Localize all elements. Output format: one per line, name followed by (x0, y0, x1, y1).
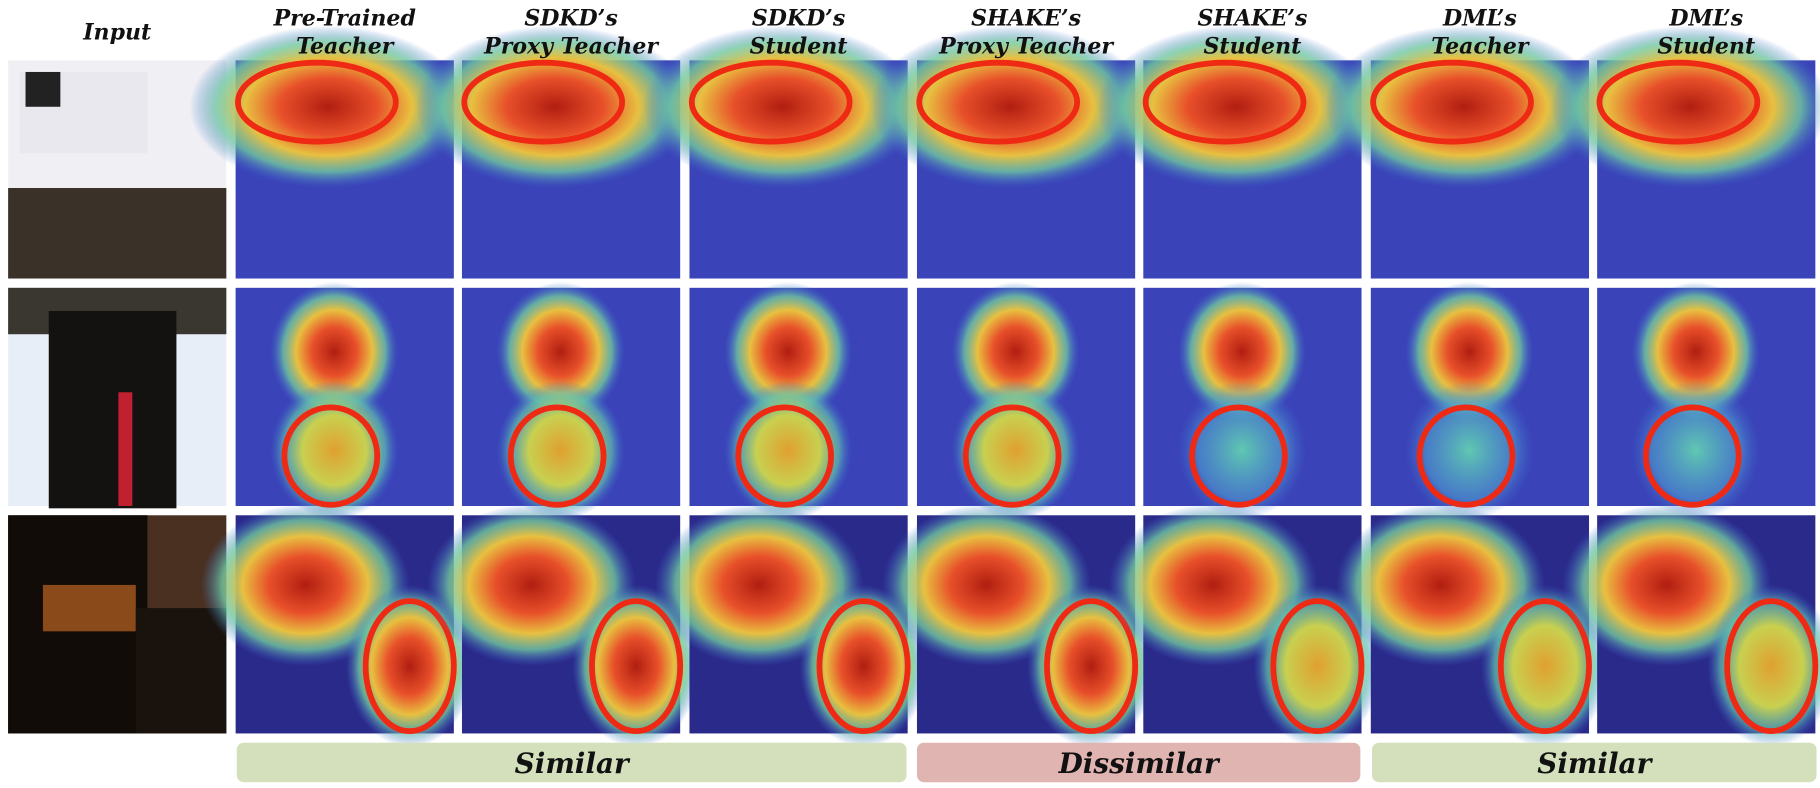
highlight-circle (735, 404, 834, 508)
heat-spot (1550, 25, 1820, 188)
input-photo (48, 311, 177, 509)
highlight-circle (1142, 59, 1307, 145)
column-header: Student (1204, 33, 1302, 59)
heat-spot (1178, 282, 1306, 422)
highlight-circle (1270, 598, 1365, 735)
input-photo (135, 608, 227, 734)
heat-spot (643, 25, 922, 189)
group-bar (236, 742, 907, 783)
column-header: DML’s (1442, 6, 1517, 32)
heat-spot (1405, 282, 1534, 422)
heat-spot (870, 25, 1150, 189)
group-label: Similar (1537, 747, 1653, 780)
column-header: Student (750, 33, 848, 59)
highlight-circle (1724, 598, 1819, 735)
heat-spot (1324, 25, 1603, 189)
input-photo (118, 392, 133, 506)
highlight-circle (281, 404, 381, 508)
column-header: SHAKE’s (1197, 6, 1307, 32)
column-header: DML’s (1668, 6, 1743, 32)
column-header: Proxy Teacher (483, 33, 659, 59)
highlight-circle (507, 404, 607, 508)
group-label: Dissimilar (1058, 747, 1221, 780)
heat-spot (951, 282, 1080, 422)
column-header: SHAKE’s (971, 6, 1081, 32)
column-header: Teacher (1431, 33, 1530, 59)
column-header: Proxy Teacher (938, 33, 1114, 59)
highlight-circle (688, 59, 853, 145)
highlight-circle (235, 59, 399, 145)
column-header: Teacher (296, 33, 395, 59)
group-bar (916, 742, 1361, 783)
input-photo (42, 584, 136, 632)
highlight-circle (1416, 404, 1516, 508)
heat-spot (189, 25, 468, 189)
highlight-circle (1642, 404, 1742, 508)
group-bar (1371, 742, 1817, 783)
heat-spot (415, 25, 695, 189)
highlight-circle (916, 59, 1081, 145)
highlight-circle (589, 598, 684, 735)
input-photo (8, 188, 227, 279)
highlight-circle (816, 598, 911, 735)
input-label: Input (82, 19, 151, 45)
highlight-circle (1370, 59, 1534, 145)
column-header: Pre-Trained (273, 6, 416, 32)
input-photo (25, 71, 61, 107)
highlight-circle (1189, 404, 1288, 508)
heat-spot (1096, 25, 1376, 189)
grid (8, 25, 1820, 748)
heat-spot (496, 282, 625, 422)
highlight-circle (362, 598, 457, 735)
group-label: Similar (515, 747, 631, 780)
column-header: SDKD’s (524, 6, 617, 32)
highlight-circle (461, 59, 626, 145)
heat-spot (724, 282, 852, 422)
highlight-circle (1044, 598, 1139, 735)
column-header: SDKD’s (752, 6, 845, 32)
highlight-circle (1596, 59, 1761, 145)
highlight-circle (1497, 598, 1592, 735)
column-header: Student (1657, 33, 1755, 59)
heat-spot (270, 282, 399, 422)
highlight-circle (962, 404, 1062, 508)
heat-spot (1631, 282, 1760, 422)
